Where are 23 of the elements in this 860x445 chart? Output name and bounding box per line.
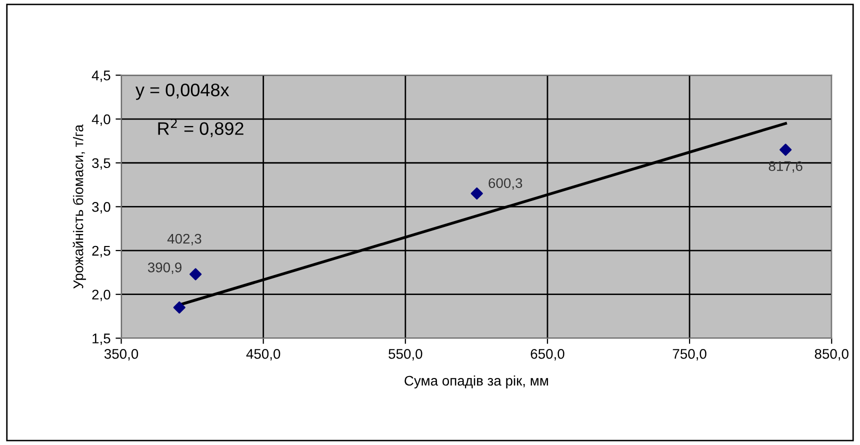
y-tick-label: 3,5: [92, 158, 110, 170]
x-tick-label: 350,0: [104, 348, 138, 360]
y-tick-label: 2,0: [92, 290, 110, 302]
x-tick-label: 850,0: [814, 348, 848, 360]
point: [173, 301, 186, 314]
x-axis-title: Сума опадів за рік, мм: [404, 375, 548, 388]
y-tick-label: 4,0: [92, 114, 110, 126]
annotation: y = 0,0048x: [136, 84, 230, 100]
y-axis-title: Урожайність біомаси, т/га: [72, 124, 86, 289]
y-tick-label: 3,0: [92, 202, 110, 214]
point: [780, 144, 792, 156]
annotation: 402,3: [167, 234, 202, 246]
annotation: 600,3: [488, 178, 522, 190]
annotation: 390,9: [148, 262, 182, 274]
y-tick-label: 4,5: [92, 70, 110, 82]
y-tick-label: 2,5: [92, 246, 110, 258]
point: [470, 187, 483, 200]
x-tick-label: 450,0: [246, 348, 280, 360]
x-tick-label: 650,0: [530, 348, 564, 360]
x-tick-label: 750,0: [672, 348, 706, 360]
x-tick-label: 550,0: [388, 348, 422, 360]
y-tick-label: 1,5: [92, 334, 110, 346]
point: [189, 268, 202, 280]
